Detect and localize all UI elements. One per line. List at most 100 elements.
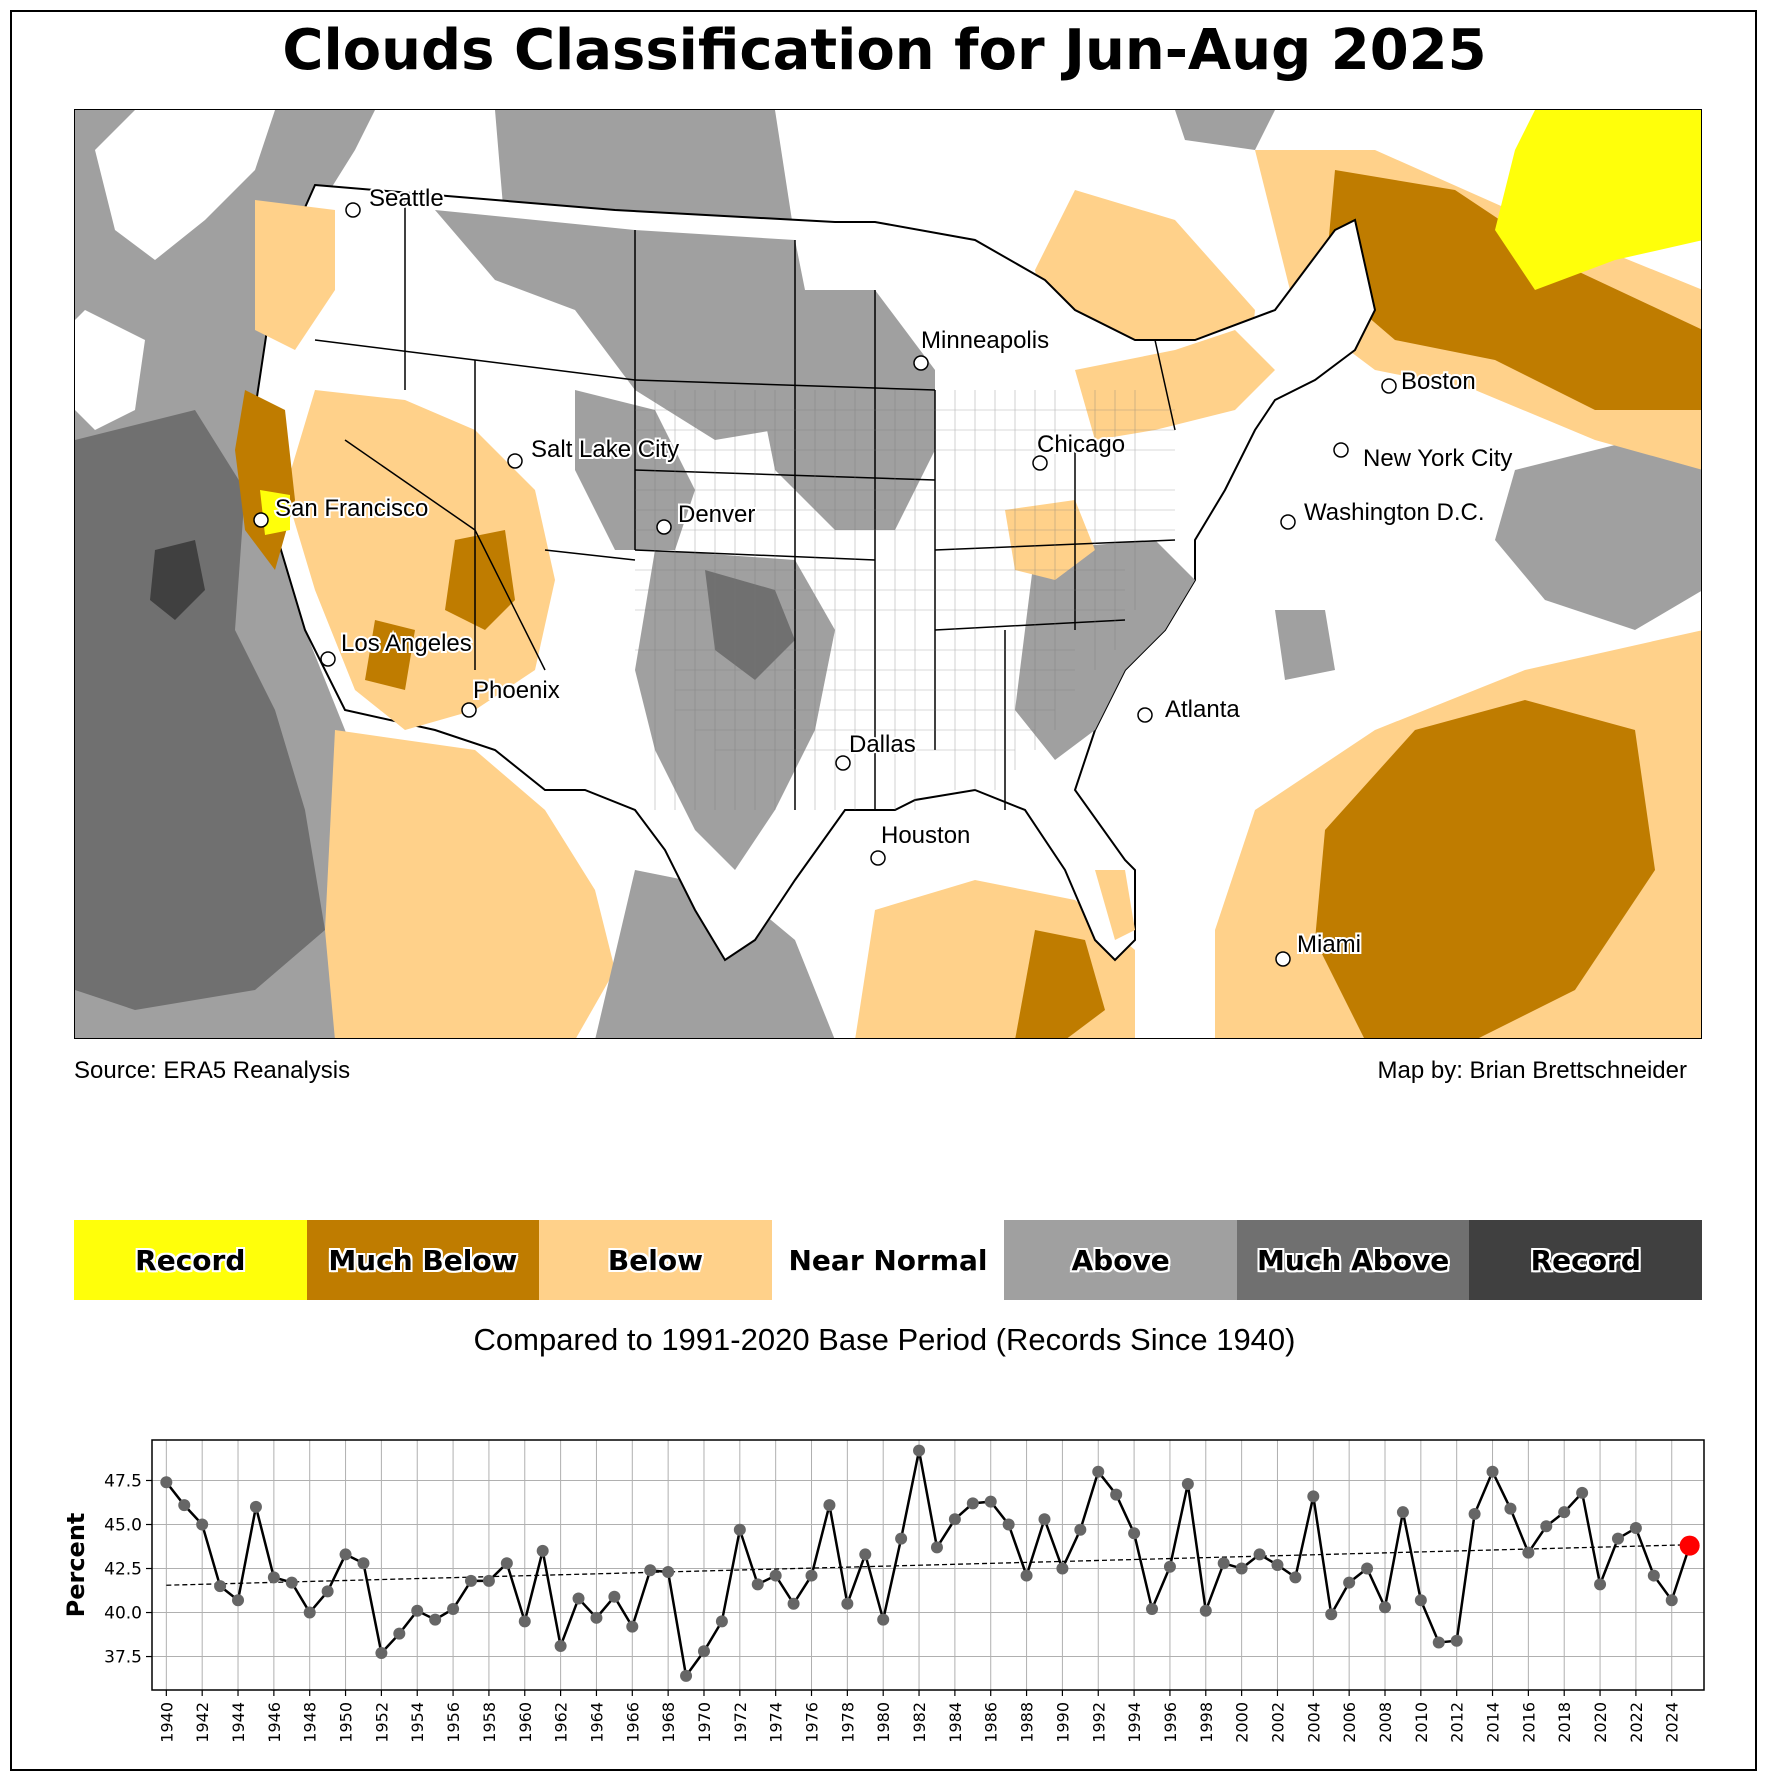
legend-much-below: Much Below: [306, 1220, 540, 1300]
city-marker: [253, 512, 269, 528]
city-label: Chicago: [1037, 431, 1125, 458]
data-point: [1414, 1594, 1427, 1607]
legend-above: Above: [1004, 1220, 1237, 1300]
x-tick-label: 1974: [767, 1702, 786, 1743]
x-tick-label: 2000: [1233, 1702, 1252, 1743]
data-point: [1235, 1562, 1248, 1575]
data-point: [805, 1569, 818, 1582]
map-svg: Seattle San Francisco Los Angeles Phoeni…: [75, 110, 1701, 1038]
atlantic-above-region: [1495, 440, 1701, 630]
mexico-below-region: [325, 730, 615, 1038]
data-point: [769, 1569, 782, 1582]
classification-legend: Record Much Below Below Near Normal Abov…: [74, 1220, 1703, 1300]
city-marker: [1032, 455, 1048, 471]
nova-scotia-record-region: [1495, 110, 1701, 290]
data-point: [1558, 1506, 1571, 1519]
west-below-region: [285, 390, 555, 730]
data-point: [895, 1532, 908, 1545]
data-point: [1163, 1560, 1176, 1573]
x-tick-label: 1970: [695, 1702, 714, 1743]
chart-grid: [152, 1440, 1704, 1690]
x-tick-label: 1988: [1018, 1702, 1037, 1743]
data-point: [1647, 1569, 1660, 1582]
x-tick-label: 2006: [1340, 1702, 1359, 1743]
pacific-near-normal-patch: [95, 110, 275, 260]
data-point: [536, 1544, 549, 1557]
data-point: [1343, 1576, 1356, 1589]
city-marker: [320, 651, 336, 667]
data-point: [715, 1615, 728, 1628]
legend-record-above: Record: [1469, 1220, 1703, 1300]
city-salt-lake-city: Salt Lake City: [507, 434, 681, 469]
legend-below: Below: [539, 1220, 772, 1300]
x-tick-label: 2004: [1304, 1702, 1323, 1743]
y-axis-label: Percent: [62, 1513, 90, 1618]
canada-much-below-region: [1325, 170, 1701, 410]
city-label: Seattle: [369, 185, 444, 212]
city-marker: [345, 202, 361, 218]
data-point: [339, 1548, 352, 1561]
data-point: [966, 1497, 979, 1510]
x-tick-label: 1954: [408, 1702, 427, 1743]
data-point: [303, 1606, 316, 1619]
data-point: [393, 1627, 406, 1640]
city-phoenix: Phoenix: [461, 675, 562, 718]
cloud-classification-map: Seattle San Francisco Los Angeles Phoeni…: [74, 109, 1702, 1039]
data-point: [913, 1444, 926, 1457]
mexico-above-region: [595, 870, 835, 1038]
data-point: [1181, 1478, 1194, 1491]
data-point: [608, 1590, 621, 1603]
data-point: [1092, 1465, 1105, 1478]
data-point: [680, 1669, 693, 1682]
y-axis-ticks: 37.5 40.0 42.5 45.0 47.5: [104, 1471, 152, 1668]
city-marker: [1381, 378, 1397, 394]
city-washington-dc: Washington D.C.: [1280, 497, 1487, 530]
data-point: [1486, 1465, 1499, 1478]
data-point: [984, 1495, 997, 1508]
x-tick-label: 1956: [444, 1702, 463, 1743]
data-point: [500, 1557, 513, 1570]
x-tick-label: 1980: [874, 1702, 893, 1743]
city-marker: [656, 519, 672, 535]
texas-much-above-region: [705, 570, 795, 680]
city-marker: [1275, 951, 1291, 967]
southeast-above-region: [1015, 540, 1195, 760]
city-marker: [1333, 442, 1349, 458]
legend-much-above: Much Above: [1236, 1220, 1470, 1300]
data-point: [1540, 1520, 1553, 1533]
data-point: [1378, 1601, 1391, 1614]
data-point: [1576, 1486, 1589, 1499]
city-seattle: Seattle: [345, 183, 446, 218]
city-label: Phoenix: [473, 677, 560, 704]
data-point: [1432, 1636, 1445, 1649]
data-point: [644, 1564, 657, 1577]
x-tick-label: 1994: [1125, 1702, 1144, 1743]
x-tick-label: 1986: [982, 1702, 1001, 1743]
x-tick-label: 1984: [946, 1702, 965, 1743]
page-title: Clouds Classification for Jun-Aug 2025: [282, 18, 1487, 83]
x-tick-label: 1962: [552, 1702, 571, 1743]
data-point: [447, 1603, 460, 1616]
data-point: [626, 1620, 639, 1633]
data-point: [357, 1557, 370, 1570]
y-tick-label: 45.0: [104, 1516, 142, 1536]
x-axis-ticks: 1940 1942 1944 1946 1948 1950 1952 1954 1956 1958…: [157, 1690, 1682, 1743]
x-tick-label: 2012: [1448, 1702, 1467, 1743]
data-point: [554, 1639, 567, 1652]
city-label: Boston: [1401, 368, 1476, 395]
x-tick-label: 2010: [1412, 1702, 1431, 1743]
data-point: [1110, 1488, 1123, 1501]
x-tick-label: 2020: [1591, 1702, 1610, 1743]
base-period-note: Compared to 1991-2020 Base Period (Recor…: [473, 1322, 1296, 1357]
city-label: Dallas: [849, 731, 916, 758]
city-label: Minneapolis: [921, 327, 1049, 354]
data-point: [1146, 1603, 1159, 1616]
data-point: [1468, 1507, 1481, 1520]
city-chicago: Chicago: [1032, 429, 1127, 471]
data-point: [1611, 1532, 1624, 1545]
data-point: [733, 1523, 746, 1536]
data-point: [1128, 1527, 1141, 1540]
y-tick-label: 37.5: [104, 1648, 142, 1668]
data-point: [1289, 1571, 1302, 1584]
county-texture: [635, 390, 1175, 810]
